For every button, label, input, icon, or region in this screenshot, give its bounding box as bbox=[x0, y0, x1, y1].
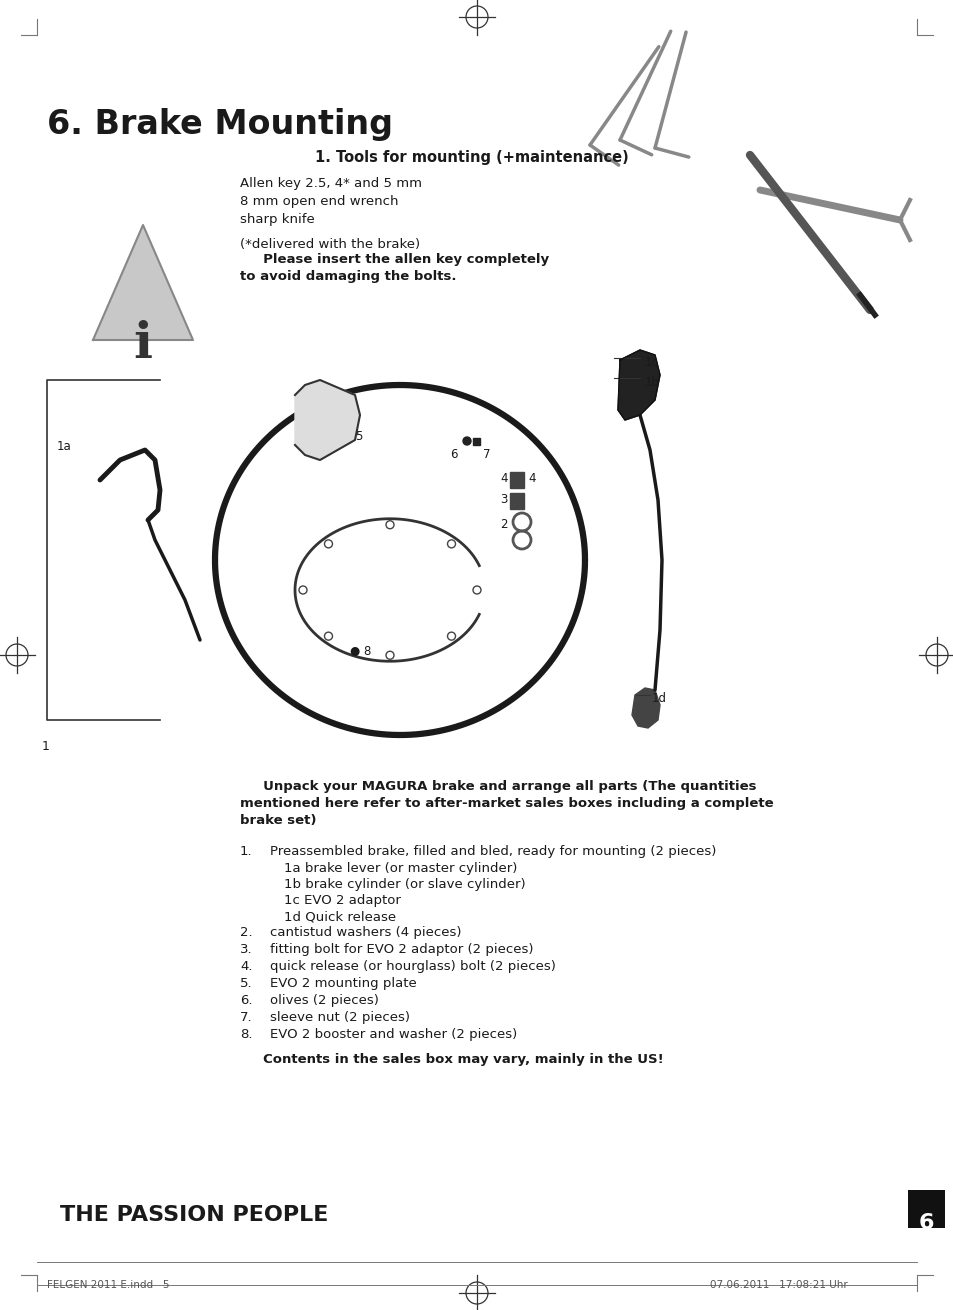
Polygon shape bbox=[510, 472, 523, 489]
Text: Contents in the sales box may vary, mainly in the US!: Contents in the sales box may vary, main… bbox=[240, 1053, 663, 1066]
Text: 1: 1 bbox=[42, 740, 50, 753]
Text: brake set): brake set) bbox=[240, 814, 316, 827]
Text: 1d: 1d bbox=[651, 693, 666, 706]
Text: (*delivered with the brake): (*delivered with the brake) bbox=[240, 238, 419, 252]
Bar bbox=[907, 1189, 944, 1227]
Text: Unpack your MAGURA brake and arrange all parts (The quantities: Unpack your MAGURA brake and arrange all… bbox=[240, 779, 756, 793]
Text: olives (2 pieces): olives (2 pieces) bbox=[270, 994, 378, 1007]
Bar bbox=[473, 438, 479, 445]
Text: 1b brake cylinder (or slave cylinder): 1b brake cylinder (or slave cylinder) bbox=[284, 878, 525, 891]
Text: i: i bbox=[133, 320, 152, 369]
Text: 8.: 8. bbox=[240, 1028, 253, 1041]
Text: 1d Quick release: 1d Quick release bbox=[284, 910, 395, 924]
Text: sharp knife: sharp knife bbox=[240, 214, 314, 227]
Text: 3.: 3. bbox=[240, 943, 253, 956]
Text: sleeve nut (2 pieces): sleeve nut (2 pieces) bbox=[270, 1011, 410, 1024]
Text: 07.06.2011   17:08:21 Uhr: 07.06.2011 17:08:21 Uhr bbox=[709, 1280, 847, 1290]
Text: quick release (or hourglass) bolt (2 pieces): quick release (or hourglass) bolt (2 pie… bbox=[270, 960, 556, 973]
Text: 6: 6 bbox=[918, 1213, 933, 1233]
Polygon shape bbox=[510, 493, 523, 510]
Text: 1. Tools for mounting (+maintenance): 1. Tools for mounting (+maintenance) bbox=[314, 151, 628, 165]
Text: EVO 2 booster and washer (2 pieces): EVO 2 booster and washer (2 pieces) bbox=[270, 1028, 517, 1041]
Text: 3: 3 bbox=[499, 493, 507, 506]
Text: Preassembled brake, filled and bled, ready for mounting (2 pieces): Preassembled brake, filled and bled, rea… bbox=[270, 845, 716, 858]
Text: mentioned here refer to after-market sales boxes including a complete: mentioned here refer to after-market sal… bbox=[240, 796, 773, 810]
Polygon shape bbox=[631, 688, 659, 728]
Text: Allen key 2.5, 4* and 5 mm: Allen key 2.5, 4* and 5 mm bbox=[240, 177, 421, 190]
Text: 4.: 4. bbox=[240, 960, 253, 973]
Text: 4: 4 bbox=[499, 472, 507, 485]
Text: 6.: 6. bbox=[240, 994, 253, 1007]
Text: 7: 7 bbox=[482, 448, 490, 461]
Text: to avoid damaging the bolts.: to avoid damaging the bolts. bbox=[240, 270, 456, 283]
Text: THE PASSION PEOPLE: THE PASSION PEOPLE bbox=[60, 1205, 328, 1225]
Text: 5.: 5. bbox=[240, 977, 253, 990]
Text: EVO 2 mounting plate: EVO 2 mounting plate bbox=[270, 977, 416, 990]
Text: 1a brake lever (or master cylinder): 1a brake lever (or master cylinder) bbox=[284, 862, 517, 875]
Text: 6: 6 bbox=[450, 448, 457, 461]
Polygon shape bbox=[92, 225, 193, 341]
Text: ● 8: ● 8 bbox=[350, 645, 371, 658]
Polygon shape bbox=[294, 380, 359, 460]
Text: 7.: 7. bbox=[240, 1011, 253, 1024]
Text: 4: 4 bbox=[527, 472, 535, 485]
Text: cantistud washers (4 pieces): cantistud washers (4 pieces) bbox=[270, 926, 461, 939]
Text: fitting bolt for EVO 2 adaptor (2 pieces): fitting bolt for EVO 2 adaptor (2 pieces… bbox=[270, 943, 533, 956]
Circle shape bbox=[462, 438, 471, 445]
Text: 5: 5 bbox=[355, 430, 362, 443]
Text: 8 mm open end wrench: 8 mm open end wrench bbox=[240, 195, 398, 208]
Text: 2: 2 bbox=[499, 517, 507, 531]
Text: Please insert the allen key completely: Please insert the allen key completely bbox=[240, 253, 549, 266]
Text: 1c EVO 2 adaptor: 1c EVO 2 adaptor bbox=[284, 893, 400, 907]
Text: 1b: 1b bbox=[644, 376, 659, 389]
Text: 1.: 1. bbox=[240, 845, 253, 858]
Text: 2.: 2. bbox=[240, 926, 253, 939]
Polygon shape bbox=[618, 350, 659, 421]
Text: FELGEN 2011 E.indd   5: FELGEN 2011 E.indd 5 bbox=[47, 1280, 170, 1290]
Text: 1a: 1a bbox=[57, 440, 71, 453]
Text: 6. Brake Mounting: 6. Brake Mounting bbox=[47, 107, 393, 141]
Text: 1c: 1c bbox=[644, 355, 659, 368]
